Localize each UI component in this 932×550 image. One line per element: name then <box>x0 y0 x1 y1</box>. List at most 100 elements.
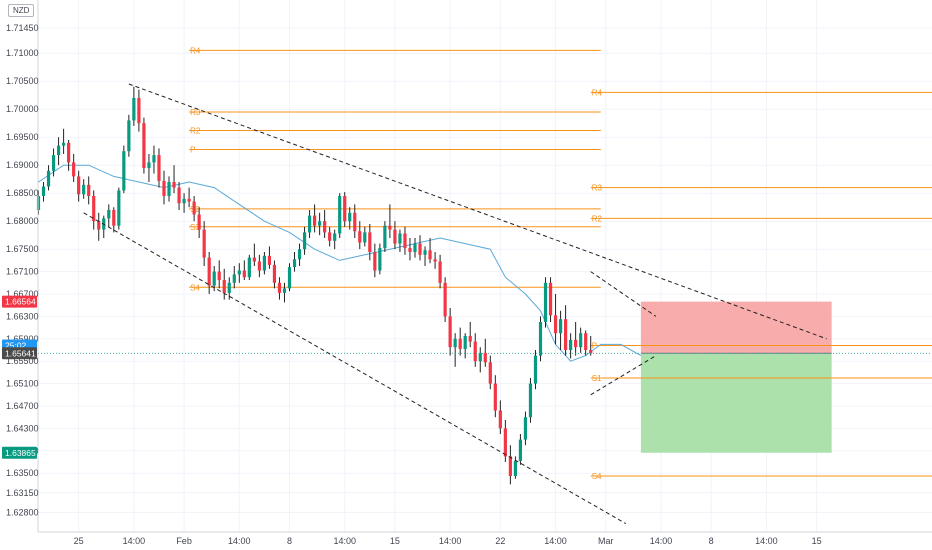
candle[interactable] <box>222 280 226 293</box>
trendline[interactable] <box>590 355 657 396</box>
candle[interactable] <box>272 264 277 283</box>
candle[interactable] <box>187 198 191 202</box>
candle[interactable] <box>589 350 593 354</box>
candle[interactable] <box>498 410 502 429</box>
candle[interactable] <box>338 196 342 234</box>
candle[interactable] <box>67 142 71 163</box>
candle[interactable] <box>137 98 141 124</box>
trendline[interactable] <box>83 212 627 525</box>
candle[interactable] <box>302 232 307 250</box>
candle[interactable] <box>202 229 206 258</box>
candle[interactable] <box>483 352 487 363</box>
candle[interactable] <box>112 210 116 226</box>
candle[interactable] <box>56 145 61 156</box>
candle[interactable] <box>428 250 432 260</box>
candle[interactable] <box>353 212 357 232</box>
candle[interactable] <box>307 215 312 233</box>
candle[interactable] <box>212 271 216 286</box>
candle[interactable] <box>574 339 578 348</box>
candle[interactable] <box>528 383 533 418</box>
candle[interactable] <box>468 336 472 342</box>
candle[interactable] <box>523 417 528 440</box>
candle[interactable] <box>232 274 236 283</box>
candle[interactable] <box>548 282 553 316</box>
x-axis[interactable]: 25 14:00 Feb 14:00 8 14:00 15 14:00 22 14:00 Mar 14… <box>38 531 932 546</box>
candle[interactable] <box>438 261 442 283</box>
candle[interactable] <box>579 333 583 348</box>
candle[interactable] <box>423 250 427 255</box>
candle[interactable] <box>558 319 563 334</box>
candle[interactable] <box>157 155 161 181</box>
candle[interactable] <box>162 180 166 196</box>
candle[interactable] <box>513 460 517 476</box>
candle[interactable] <box>82 184 86 195</box>
candle[interactable] <box>217 271 221 280</box>
candle[interactable] <box>508 456 512 476</box>
candle[interactable] <box>87 184 91 196</box>
candle[interactable] <box>192 201 196 215</box>
candle[interactable] <box>172 182 176 188</box>
candle[interactable] <box>227 282 231 293</box>
candle[interactable] <box>378 248 382 271</box>
candle[interactable] <box>538 322 543 356</box>
candle[interactable] <box>403 233 407 249</box>
candle[interactable] <box>122 151 126 191</box>
candle[interactable] <box>197 214 201 230</box>
candle[interactable] <box>443 282 447 317</box>
candle[interactable] <box>267 255 272 265</box>
candle[interactable] <box>584 333 588 350</box>
candle[interactable] <box>62 142 66 146</box>
candle[interactable] <box>147 162 151 168</box>
candle[interactable] <box>343 196 347 222</box>
candle[interactable] <box>117 190 121 226</box>
candle[interactable] <box>323 221 327 233</box>
candle[interactable] <box>132 98 136 121</box>
candle[interactable] <box>97 221 101 230</box>
candle[interactable] <box>46 170 51 187</box>
candle[interactable] <box>257 261 261 271</box>
candle[interactable] <box>448 316 452 348</box>
candle[interactable] <box>408 248 412 252</box>
candle[interactable] <box>398 233 402 244</box>
candle[interactable] <box>488 362 492 384</box>
candle[interactable] <box>252 257 256 262</box>
candle[interactable] <box>383 225 387 249</box>
candle[interactable] <box>51 155 56 171</box>
trendlines[interactable] <box>38 83 932 525</box>
candle[interactable] <box>418 243 422 255</box>
candle[interactable] <box>92 196 96 222</box>
candle[interactable] <box>453 338 457 348</box>
candle[interactable] <box>373 252 377 271</box>
candle[interactable] <box>518 439 523 461</box>
candle[interactable] <box>242 270 246 278</box>
candle[interactable] <box>127 120 131 152</box>
candle[interactable] <box>182 198 186 204</box>
candle[interactable] <box>207 257 211 286</box>
candle[interactable] <box>433 259 437 262</box>
candle[interactable] <box>553 315 558 334</box>
candle[interactable] <box>72 162 76 177</box>
candle[interactable] <box>358 231 362 243</box>
candle[interactable] <box>277 282 282 293</box>
candle[interactable] <box>413 243 417 252</box>
candle[interactable] <box>77 176 81 195</box>
candle[interactable] <box>282 288 287 293</box>
candle[interactable] <box>543 282 548 322</box>
candles[interactable] <box>36 86 593 485</box>
candle[interactable] <box>333 233 337 241</box>
trendline[interactable] <box>128 83 827 340</box>
candle[interactable] <box>348 212 352 222</box>
candle[interactable] <box>167 182 171 196</box>
candle[interactable] <box>287 267 292 289</box>
candle[interactable] <box>368 232 372 252</box>
candle[interactable] <box>237 270 241 275</box>
candle[interactable] <box>262 255 266 271</box>
candle[interactable] <box>328 232 332 241</box>
candle[interactable] <box>569 339 573 350</box>
candle[interactable] <box>478 352 482 362</box>
candle[interactable] <box>142 123 146 168</box>
candle[interactable] <box>473 341 477 362</box>
trendline[interactable] <box>590 271 657 317</box>
candle[interactable] <box>363 232 367 243</box>
